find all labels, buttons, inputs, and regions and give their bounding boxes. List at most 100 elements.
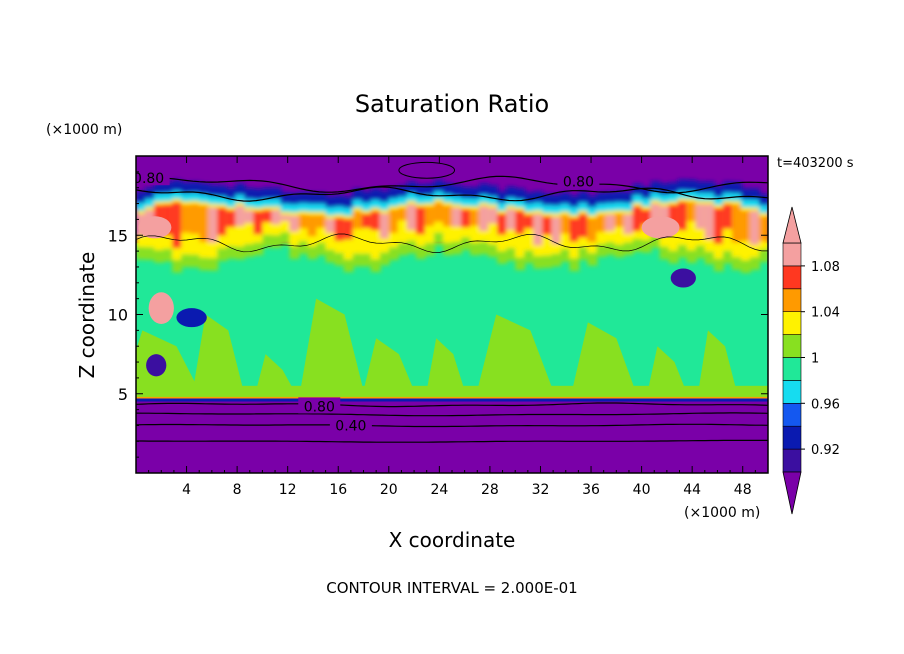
band-cell — [533, 202, 544, 211]
band-cell — [172, 202, 183, 249]
band-cell — [253, 211, 264, 235]
band-cell — [758, 194, 768, 206]
colorbar-segment — [782, 265, 802, 290]
field-blob — [146, 354, 167, 377]
lower-contour-line — [136, 423, 768, 428]
band-cell — [479, 194, 490, 203]
band-cell — [253, 242, 264, 256]
band-cell — [280, 214, 291, 221]
band-cell — [190, 181, 201, 193]
band-cell — [479, 205, 490, 232]
band-cell — [668, 182, 679, 194]
band-cell — [298, 214, 309, 229]
band-cell — [145, 187, 156, 199]
band-cell — [488, 185, 499, 197]
band-cell — [497, 213, 508, 235]
band-cell — [316, 203, 327, 212]
band-cell — [271, 198, 282, 207]
band-cell — [686, 202, 697, 222]
colorbar-segment — [782, 311, 802, 335]
band-cell — [298, 241, 309, 254]
band-cell — [749, 210, 760, 245]
band-cell — [262, 206, 273, 238]
band-cell — [361, 253, 372, 267]
band-cell — [226, 210, 237, 228]
band-cell — [316, 242, 327, 256]
band-cell — [506, 186, 517, 198]
band-cell — [542, 216, 553, 235]
time-label: t=403200 s — [777, 156, 854, 171]
band-cell — [235, 246, 246, 260]
cloud-plume — [698, 330, 737, 391]
band-cell — [650, 235, 661, 248]
band-cell — [361, 213, 372, 228]
cloud-plume — [572, 322, 636, 391]
band-cell — [343, 218, 354, 240]
band-cell — [172, 259, 183, 273]
band-cell — [361, 210, 372, 257]
band-cell — [208, 257, 219, 271]
band-cell — [578, 202, 589, 211]
contour-interval-label: CONTOUR INTERVAL = 2.000E-01 — [326, 579, 577, 597]
band-cell — [316, 192, 327, 204]
band-cell — [623, 213, 634, 234]
band-cell — [506, 208, 517, 230]
band-cell — [470, 198, 481, 207]
band-cell — [668, 250, 679, 264]
band-cell — [379, 252, 390, 266]
band-cell — [524, 211, 535, 254]
band-cell — [560, 249, 571, 262]
band-cell — [352, 188, 363, 200]
band-cell — [199, 257, 210, 271]
band-cell — [397, 185, 408, 197]
band-cell — [551, 194, 562, 206]
band-cell — [677, 179, 688, 191]
contour-label: 0.80 — [133, 171, 164, 187]
contour-label: 0.40 — [335, 418, 366, 434]
band-cell — [731, 257, 742, 270]
band-cell — [262, 187, 273, 199]
band-cell — [217, 207, 228, 236]
band-cell — [343, 196, 354, 208]
cloud-base-line — [136, 396, 768, 399]
band-cell — [524, 203, 535, 212]
band-cell — [713, 197, 724, 206]
colorbar-tick-label: 0.96 — [811, 397, 840, 412]
band-cell — [226, 188, 237, 200]
band-cell — [659, 194, 670, 203]
band-cell — [569, 218, 580, 242]
band-cell — [244, 210, 255, 223]
band-cell — [172, 191, 183, 199]
band-cell — [352, 210, 363, 229]
band-cell — [542, 255, 553, 269]
band-cell — [578, 213, 589, 238]
band-cell — [605, 203, 616, 212]
colorbar-segment — [782, 402, 802, 427]
band-cell — [632, 238, 643, 252]
band-cell — [190, 254, 201, 268]
band-cell — [199, 205, 210, 243]
band-cell — [379, 213, 390, 239]
band-cell — [271, 235, 282, 248]
band-cell — [136, 191, 147, 203]
band-cell — [695, 245, 706, 259]
band-cell — [605, 242, 616, 255]
band-cell — [686, 198, 697, 254]
band-cell — [641, 187, 652, 199]
upper-contour-line — [136, 186, 768, 202]
field-blob — [148, 292, 174, 325]
band-cell — [136, 246, 147, 260]
band-cell — [388, 247, 399, 260]
colorbar-tick-label: 1 — [811, 352, 819, 367]
band-cell — [334, 252, 345, 266]
band-cell — [280, 211, 291, 236]
x-axis: 4 8 12 16 20 24 28 32 36 40 44 48 — [148, 156, 756, 498]
colorbar-segment — [782, 357, 802, 381]
band-cell — [749, 257, 760, 270]
band-cell — [352, 199, 363, 208]
band-cell — [271, 187, 282, 199]
plot-area: 0.80 0.800.800.40 — [133, 156, 768, 473]
band-cell — [397, 242, 408, 256]
colorbar-under-arrow — [782, 471, 802, 515]
